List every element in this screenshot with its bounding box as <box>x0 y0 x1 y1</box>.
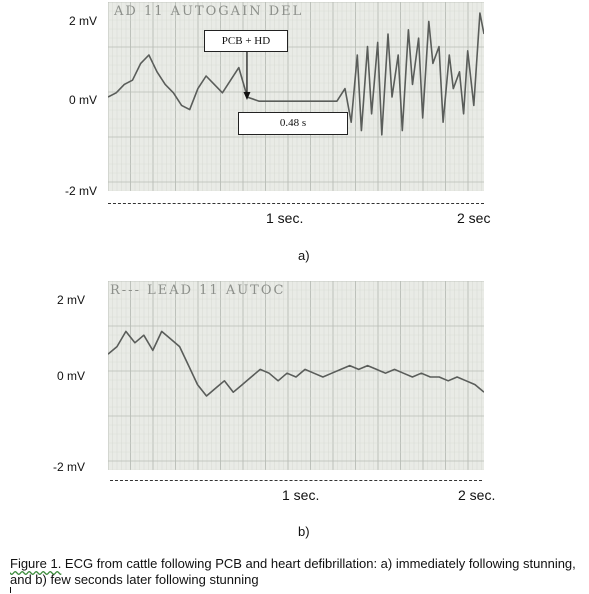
panel-b-xtick-2sec: 2 sec. <box>458 487 496 503</box>
panel-a-label: a) <box>298 248 310 263</box>
panel-a-event-arrow <box>243 52 251 100</box>
panel-b-ytick-2mv: 2 mV <box>56 293 85 307</box>
panel-a-ytick-0mv: 0 mV <box>68 93 97 107</box>
panel-b-ecg-strip: R--- LEAD 11 AUTOC <box>108 281 484 470</box>
panel-a-event-label: PCB + HD <box>204 30 288 52</box>
panel-b-label: b) <box>298 524 310 539</box>
panel-b-xtick-1sec: 1 sec. <box>282 487 320 503</box>
panel-a-duration-label: 0.48 s <box>238 112 348 135</box>
panel-b-time-axis <box>110 480 482 481</box>
panel-a-ecg-plot: AD 11 AUTOGAIN DEL <box>108 2 484 191</box>
panel-b-ecg-trace <box>108 330 484 397</box>
panel-b-print-header: R--- LEAD 11 AUTOC <box>110 283 285 298</box>
figure-caption-text: ECG from cattle following PCB and heart … <box>10 556 576 587</box>
panel-b-ytick-0mv: 0 mV <box>56 369 85 383</box>
panel-b-ecg-plot: R--- LEAD 11 AUTOC <box>108 281 484 470</box>
panel-b-ytick-neg2mv: -2 mV <box>52 460 85 474</box>
figure-caption: Figure 1. ECG from cattle following PCB … <box>10 556 585 588</box>
panel-b-paper <box>108 281 484 470</box>
panel-a-ecg-trace <box>108 12 484 136</box>
panel-a-grid <box>108 2 484 191</box>
figure-number: Figure 1. <box>10 556 62 571</box>
panel-a-ytick-neg2mv: -2 mV <box>64 184 97 198</box>
panel-a-time-axis <box>108 203 484 204</box>
text-cursor-mark <box>10 587 11 593</box>
panel-a-xtick-1sec: 1 sec. <box>266 210 304 226</box>
panel-a-xtick-2sec: 2 sec <box>457 210 491 226</box>
panel-a-ecg-strip: AD 11 AUTOGAIN DEL <box>108 2 484 191</box>
panel-a-ytick-2mv: 2 mV <box>68 14 97 28</box>
panel-a-print-header: AD 11 AUTOGAIN DEL <box>113 4 303 19</box>
